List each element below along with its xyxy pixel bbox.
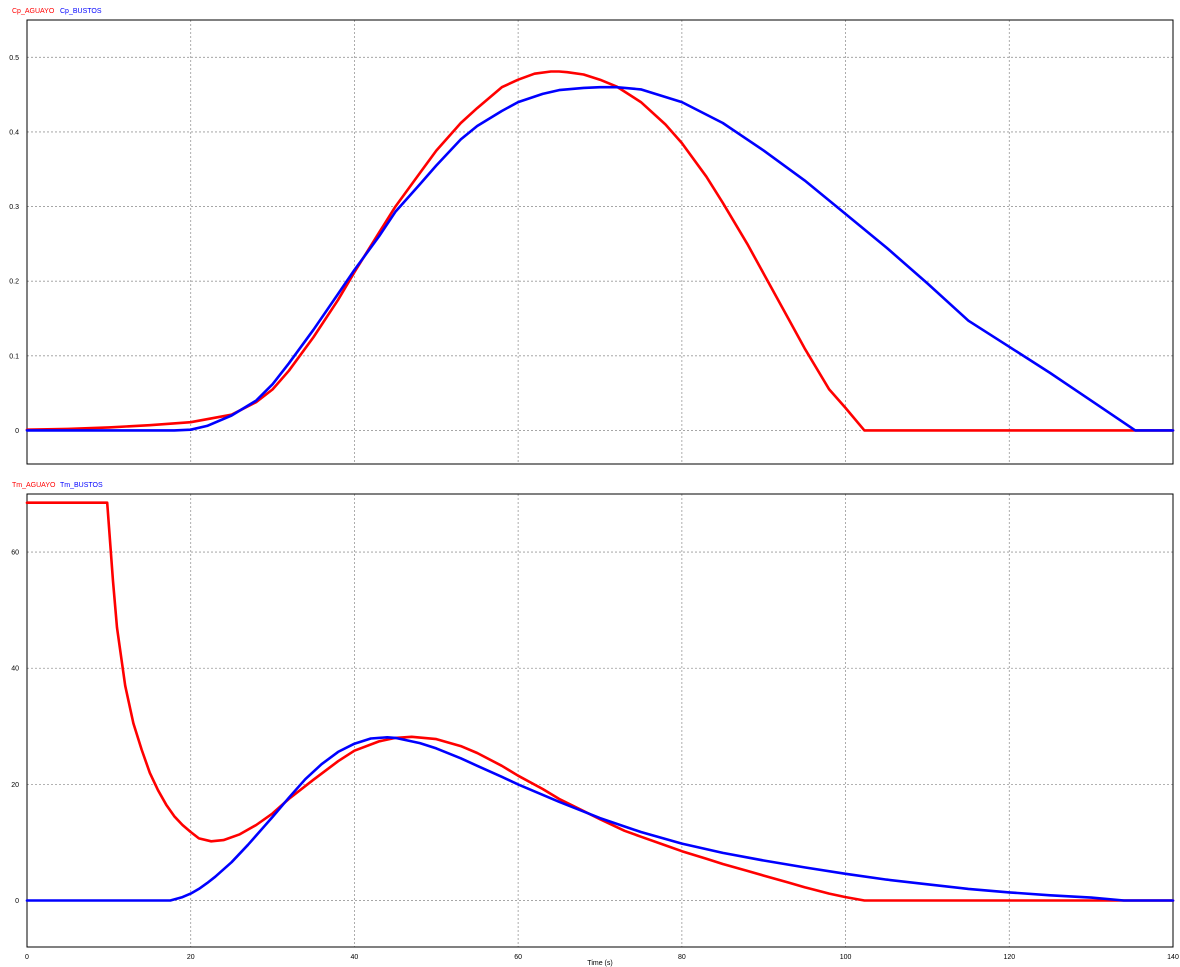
legend-cp-aguayo-label: Cp_AGUAYO	[12, 8, 55, 15]
plot-frame	[26, 19, 1174, 465]
series-line-cp-bustos	[25, 85, 1175, 432]
legend-tm-aguayo: Tm_AGUAYO	[12, 482, 55, 489]
y-tick-label: 0.1	[9, 353, 19, 360]
x-tick-label: 80	[678, 954, 686, 961]
x-tick-label: 0	[25, 954, 29, 961]
legend-cp-aguayo: Cp_AGUAYO	[12, 8, 54, 15]
x-tick-label: 60	[514, 954, 522, 961]
legend-cp-bustos-label: Cp_BUSTOS	[60, 8, 102, 15]
legend-tm-bustos: Tm_BUSTOS	[60, 482, 103, 489]
legend-tm-bustos-label: Tm_BUSTOS	[60, 482, 103, 489]
series-line-cp-aguayo	[25, 70, 1175, 432]
y-tick-label: 0.2	[9, 279, 19, 286]
y-tick-label: 40	[11, 666, 19, 673]
y-tick-label: 0.3	[9, 204, 19, 211]
legend-cp-bustos: Cp_BUSTOS	[60, 8, 102, 15]
x-tick-label: 140	[1167, 954, 1179, 961]
series-line-tm-aguayo	[25, 501, 1175, 902]
y-tick-label: 0.4	[9, 129, 19, 136]
series-line-tm-bustos	[25, 736, 1175, 902]
plot-frame	[26, 493, 1174, 948]
x-tick-label: 20	[187, 954, 195, 961]
y-tick-label: 0.5	[9, 55, 19, 62]
y-tick-label: 0	[15, 428, 19, 435]
legend-tm-aguayo-label: Tm_AGUAYO	[12, 482, 56, 489]
x-tick-label: 40	[351, 954, 359, 961]
x-tick-label: 120	[1003, 954, 1015, 961]
y-tick-label: 60	[11, 550, 19, 557]
y-tick-label: 0	[15, 898, 19, 905]
x-tick-label: 100	[840, 954, 852, 961]
x-axis-label: Time (s)	[587, 960, 612, 967]
y-tick-label: 20	[11, 782, 19, 789]
